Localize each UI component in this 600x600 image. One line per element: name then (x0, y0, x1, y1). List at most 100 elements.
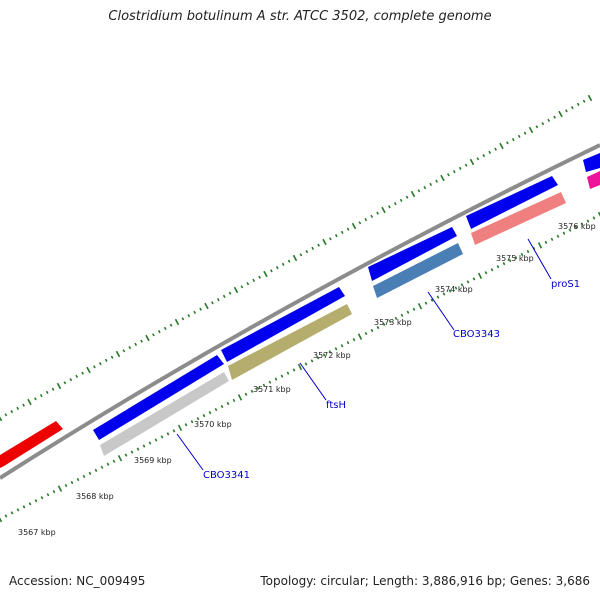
inner-tick (597, 211, 600, 217)
inner-tick (412, 307, 416, 311)
inner-tick (292, 368, 296, 372)
inner-tick (520, 252, 524, 257)
outer-tick (228, 291, 232, 295)
outer-tick (565, 109, 568, 113)
inner-tick (304, 362, 308, 366)
gene-forward-2[interactable] (221, 287, 345, 362)
tick-label-3575: 3575 kbp (496, 254, 534, 263)
outer-tick (417, 189, 421, 193)
inner-tick (568, 228, 572, 232)
inner-tick (364, 331, 368, 336)
inner-tick (586, 219, 590, 223)
outer-tick (429, 182, 433, 187)
inner-tick (40, 496, 44, 500)
outer-tick (56, 382, 62, 390)
outer-tick (115, 350, 121, 358)
genome-backbone (0, 143, 600, 480)
outer-tick (16, 406, 20, 411)
inner-tick (172, 429, 176, 433)
outer-tick (252, 278, 256, 283)
outer-tick (423, 185, 427, 190)
gene-forward-1[interactable] (93, 355, 224, 440)
inner-tick (106, 462, 110, 466)
outer-tick (292, 254, 298, 262)
inner-tick (220, 404, 224, 409)
inner-tick (208, 410, 212, 415)
tick-label-3567: 3567 kbp (18, 528, 56, 537)
inner-tick (4, 514, 8, 518)
gene-CBO3341[interactable] (100, 372, 229, 456)
outer-tick (511, 137, 515, 142)
outer-tick (93, 365, 96, 369)
outer-tick (0, 416, 3, 422)
outer-tick (488, 150, 492, 155)
inner-tick (196, 417, 200, 421)
inner-tick (514, 255, 518, 260)
outer-tick (351, 222, 357, 230)
outer-tick (311, 246, 315, 251)
gene-CBO3343[interactable] (373, 243, 463, 298)
inner-tick (232, 398, 236, 403)
outer-tick (358, 221, 362, 225)
label-leader-line (527, 238, 552, 280)
outer-tick (469, 158, 475, 166)
outer-tick (163, 326, 167, 331)
label-leader-line (176, 433, 204, 471)
outer-tick (240, 285, 244, 289)
inner-tick (424, 301, 428, 305)
outer-tick (270, 269, 273, 273)
inner-tick (202, 414, 206, 418)
inner-tick (0, 517, 3, 523)
tick-labels: 3567 kbp 3568 kbp 3569 kbp 3570 kbp 3571… (18, 222, 596, 537)
inner-tick (10, 511, 14, 515)
inner-tick (526, 249, 530, 254)
inner-tick (160, 435, 164, 439)
gene-forward-5[interactable] (583, 153, 600, 172)
outer-tick (98, 361, 102, 366)
outer-tick (464, 163, 468, 167)
inner-tick (370, 328, 374, 333)
gene-label-ftsH[interactable]: ftsH (326, 400, 346, 411)
outer-tick (246, 281, 250, 286)
outer-tick (81, 371, 84, 375)
inner-tick (148, 441, 152, 445)
inner-tick (286, 371, 290, 375)
outer-tick (110, 355, 114, 359)
gene-forward-3[interactable] (368, 227, 457, 281)
outer-tick-track (0, 94, 593, 422)
outer-tick (334, 233, 338, 238)
inner-tick (226, 401, 230, 406)
outer-tick (281, 262, 285, 267)
outer-tick (458, 166, 462, 171)
inner-tick (340, 344, 344, 348)
inner-tick (322, 353, 326, 357)
outer-tick (517, 134, 521, 139)
gene-forward-4[interactable] (466, 176, 558, 229)
gene-ftsH[interactable] (228, 304, 352, 380)
inner-tick (328, 350, 332, 354)
gene-label-CBO3343[interactable]: CBO3343 (453, 329, 500, 340)
label-leader-lines (176, 238, 552, 471)
tick-label-3568: 3568 kbp (76, 492, 114, 501)
inner-tick (130, 450, 134, 454)
outer-tick (193, 310, 197, 315)
outer-tick (75, 374, 79, 379)
inner-tick (256, 386, 260, 390)
outer-tick (140, 339, 143, 343)
inner-tick (16, 508, 20, 512)
inner-tick (100, 465, 104, 469)
inner-tick (484, 271, 488, 275)
inner-tick (57, 485, 63, 492)
inner-tick (268, 380, 272, 384)
gene-proS1[interactable] (471, 192, 566, 245)
gene-label-CBO3341[interactable]: CBO3341 (203, 470, 250, 481)
tick-label-3569: 3569 kbp (134, 456, 172, 465)
outer-tick (157, 329, 161, 334)
label-leader-line (427, 291, 455, 331)
gene-label-proS1[interactable]: proS1 (551, 279, 580, 290)
inner-tick (316, 356, 320, 360)
gene-magenta[interactable] (587, 171, 600, 189)
gene-red[interactable] (0, 421, 63, 468)
outer-tick (263, 270, 268, 278)
